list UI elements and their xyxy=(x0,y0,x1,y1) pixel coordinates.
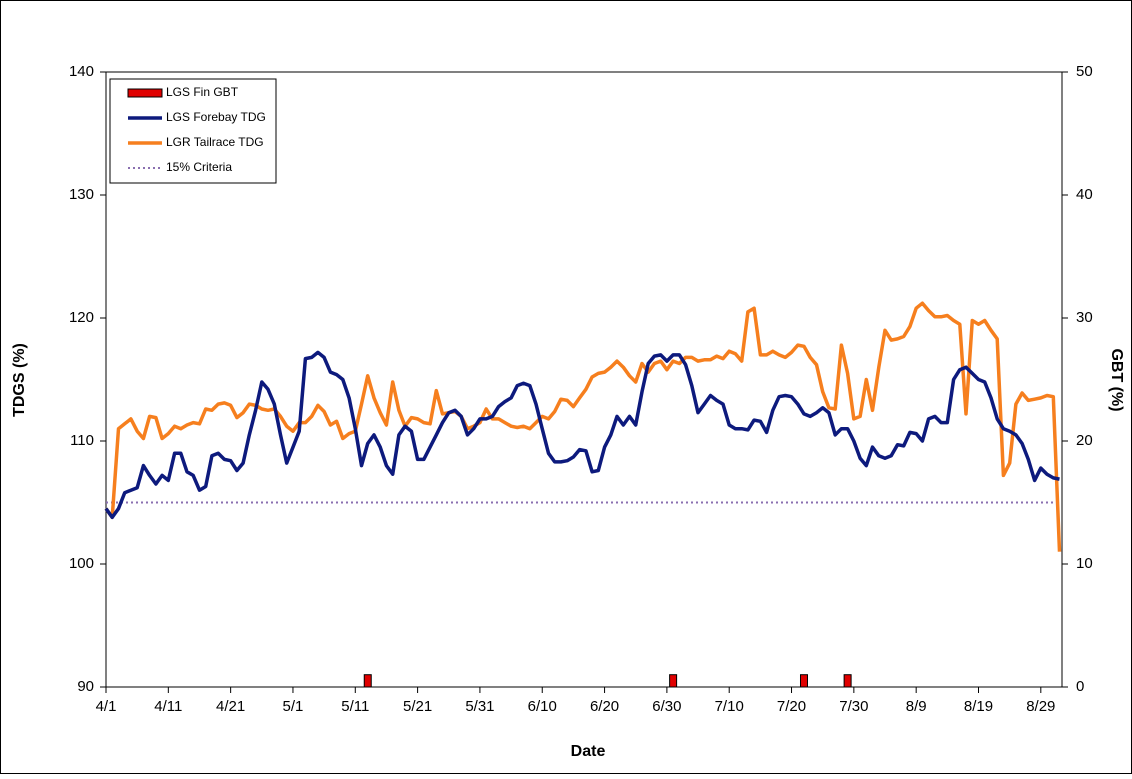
y-tick-label: 130 xyxy=(69,186,94,203)
x-tick-label: 4/1 xyxy=(96,698,117,715)
x-tick-label: 8/19 xyxy=(964,698,993,715)
y-tick-label: 100 xyxy=(69,555,94,572)
x-tick-label: 8/29 xyxy=(1026,698,1055,715)
x-tick-label: 7/30 xyxy=(839,698,868,715)
gbt-bar xyxy=(799,674,808,688)
gbt-bar xyxy=(843,674,852,688)
legend-label: 15% Criteria xyxy=(166,160,232,174)
plot-area xyxy=(105,71,1063,688)
x-tick-label: 5/11 xyxy=(341,698,369,715)
y-tick-label: 120 xyxy=(69,309,94,326)
y2-axis-label: GBT (%) xyxy=(1108,348,1125,411)
x-tick-label: 5/21 xyxy=(403,698,432,715)
x-tick-label: 6/30 xyxy=(652,698,681,715)
y-tick-label: 110 xyxy=(70,432,94,449)
legend-label: LGS Fin GBT xyxy=(166,85,239,99)
y2-tick-label: 10 xyxy=(1076,555,1093,572)
x-axis-label: Date xyxy=(571,743,606,760)
y2-tick-label: 50 xyxy=(1076,63,1093,80)
y-tick-label: 140 xyxy=(69,63,94,80)
series-line xyxy=(104,350,1060,520)
x-tick-label: 6/20 xyxy=(590,698,619,715)
legend-label: LGS Forebay TDG xyxy=(166,110,266,124)
x-tick-label: 4/11 xyxy=(154,698,182,715)
x-tick-label: 6/10 xyxy=(528,698,557,715)
y2-tick-label: 30 xyxy=(1076,309,1093,326)
legend-swatch xyxy=(127,88,163,98)
gbt-bar xyxy=(669,674,678,688)
y2-tick-label: 0 xyxy=(1076,678,1084,695)
y-axis-label: TDGS (%) xyxy=(11,343,28,417)
y2-tick-label: 40 xyxy=(1076,186,1093,203)
x-tick-label: 8/9 xyxy=(906,698,927,715)
legend: LGS Fin GBT LGS Forebay TDG LGR Tailrace T… xyxy=(109,78,277,184)
x-tick-label: 5/31 xyxy=(465,698,494,715)
legend-label: LGR Tailrace TDG xyxy=(166,135,264,149)
y-tick-label: 90 xyxy=(77,678,94,695)
x-tick-label: 7/20 xyxy=(777,698,806,715)
series-line xyxy=(104,301,1062,552)
x-tick-label: 5/1 xyxy=(283,698,304,715)
y2-tick-label: 20 xyxy=(1076,432,1093,449)
gbt-bar xyxy=(363,674,372,688)
x-tick-label: 4/21 xyxy=(216,698,245,715)
x-tick-label: 7/10 xyxy=(715,698,744,715)
